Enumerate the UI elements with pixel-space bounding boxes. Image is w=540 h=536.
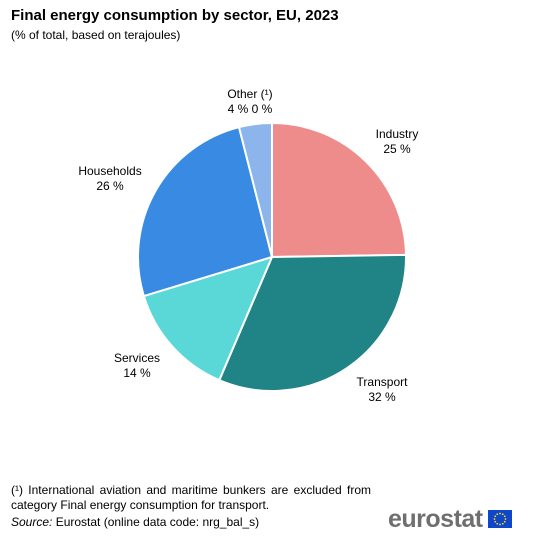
source-line: Source: Eurostat (online data code: nrg_… [11,515,259,529]
source-label: Source: [11,515,53,529]
eu-flag-star [504,518,507,520]
source-text: Eurostat (online data code: nrg_bal_s) [52,515,260,529]
eu-flag-star [501,513,504,516]
slice-value-label: 4 % 0 % [228,102,273,116]
slice-value-label: 25 % [383,142,411,156]
pie-slice-services [142,255,274,382]
pie-slice-transport [217,253,407,392]
slice-label: Households [78,164,141,178]
slice-label: Other (¹) [227,87,272,101]
slice-label: Transport [357,375,409,389]
eu-flag-star [498,512,501,515]
chart-subtitle: (% of total, based on terajoules) [11,28,181,42]
pie-slice-other [237,121,273,258]
eu-flag-star [493,515,496,518]
eu-flag-star [503,515,506,518]
eurostat-logo-text: eurostat [388,504,483,533]
slice-value-label: 14 % [123,366,151,380]
eu-flag-star [495,513,498,516]
eu-flag-star [503,520,506,523]
slice-value-label: 26 % [96,179,124,193]
eu-flag-star [498,523,501,526]
eurostat-logo: eurostat [388,504,512,534]
slice-label: Services [114,351,160,365]
chart-title: Final energy consumption by sector, EU, … [11,7,339,24]
footnote: (¹) International aviation and maritime … [11,483,371,512]
slice-value-label: 32 % [368,390,396,404]
pie-slice-households [137,125,274,298]
pie-slice-industry [271,121,408,259]
eu-flag-star [501,522,504,525]
eu-flag-star [495,522,498,525]
eu-flag-star [493,520,496,523]
slice-label: Industry [376,127,419,141]
eu-flag-star [493,518,496,520]
eu-flag-icon [487,510,512,528]
